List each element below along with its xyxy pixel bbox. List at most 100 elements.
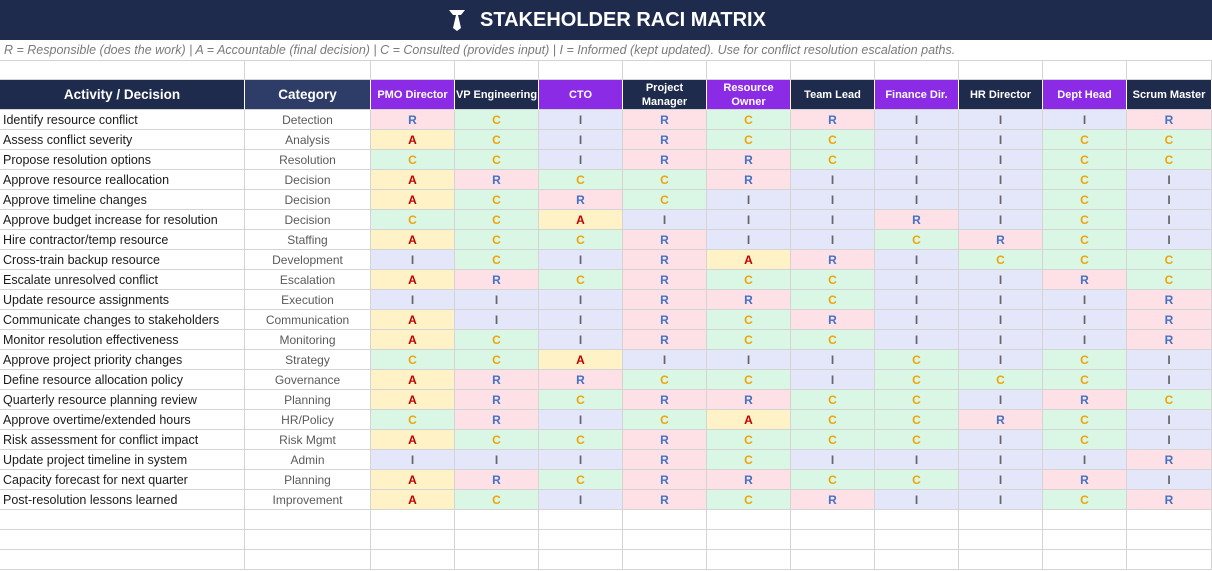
raci-cell: C (455, 350, 539, 370)
activity: Post-resolution lessons learned (0, 490, 245, 510)
raci-cell: I (959, 490, 1043, 510)
raci-cell: C (707, 110, 791, 130)
empty-cell (623, 530, 707, 550)
raci-cell: I (1043, 290, 1127, 310)
empty-cell (707, 550, 791, 570)
raci-cell: C (1043, 370, 1127, 390)
raci-cell: C (539, 470, 623, 490)
raci-cell: I (1043, 330, 1127, 350)
raci-cell: C (791, 150, 875, 170)
empty-cell (707, 60, 791, 80)
raci-cell: C (371, 150, 455, 170)
raci-cell: C (707, 370, 791, 390)
raci-cell: C (791, 290, 875, 310)
raci-cell: C (623, 370, 707, 390)
raci-cell: A (539, 350, 623, 370)
empty-cell (455, 60, 539, 80)
column-header: PMO Director (371, 80, 455, 110)
activity: Quarterly resource planning review (0, 390, 245, 410)
raci-cell: I (539, 330, 623, 350)
empty-cell (623, 60, 707, 80)
raci-cell: I (959, 110, 1043, 130)
raci-cell: I (959, 170, 1043, 190)
raci-cell: A (371, 370, 455, 390)
tie-icon (449, 10, 466, 31)
raci-cell: C (455, 230, 539, 250)
raci-cell: A (371, 270, 455, 290)
activity: Approve overtime/extended hours (0, 410, 245, 430)
column-header: Project Manager (623, 80, 707, 110)
activity: Capacity forecast for next quarter (0, 470, 245, 490)
activity: Propose resolution options (0, 150, 245, 170)
raci-cell: C (1043, 190, 1127, 210)
raci-cell: C (707, 430, 791, 450)
raci-cell: I (791, 350, 875, 370)
raci-cell: R (707, 290, 791, 310)
raci-cell: A (371, 130, 455, 150)
empty-cell (539, 60, 623, 80)
raci-cell: A (371, 470, 455, 490)
raci-cell: C (875, 350, 959, 370)
raci-cell: R (707, 170, 791, 190)
empty-cell (623, 550, 707, 570)
raci-cell: I (875, 490, 959, 510)
raci-cell: R (1043, 270, 1127, 290)
raci-cell: C (455, 330, 539, 350)
raci-cell: R (539, 370, 623, 390)
empty-cell (455, 550, 539, 570)
raci-cell: I (959, 130, 1043, 150)
raci-cell: R (623, 470, 707, 490)
raci-cell: A (371, 490, 455, 510)
activity: Identify resource conflict (0, 110, 245, 130)
title: STAKEHOLDER RACI MATRIX (480, 8, 766, 31)
raci-cell: I (875, 130, 959, 150)
column-header: HR Director (959, 80, 1043, 110)
raci-cell: I (539, 110, 623, 130)
raci-cell: C (455, 430, 539, 450)
raci-cell: I (1127, 230, 1212, 250)
category: Admin (245, 450, 371, 470)
raci-cell: C (623, 190, 707, 210)
empty-cell (245, 60, 371, 80)
category: Improvement (245, 490, 371, 510)
raci-cell: R (791, 490, 875, 510)
category: Monitoring (245, 330, 371, 350)
raci-cell: R (455, 370, 539, 390)
raci-cell: R (623, 330, 707, 350)
raci-cell: C (791, 410, 875, 430)
raci-cell: C (539, 230, 623, 250)
empty-cell (875, 530, 959, 550)
raci-cell: R (623, 270, 707, 290)
raci-cell: I (455, 310, 539, 330)
raci-cell: C (1127, 130, 1212, 150)
raci-cell: I (959, 150, 1043, 170)
empty-cell (959, 510, 1043, 530)
column-header: Team Lead (791, 80, 875, 110)
raci-cell: C (371, 410, 455, 430)
raci-cell: I (455, 450, 539, 470)
raci-cell: I (875, 290, 959, 310)
raci-cell: I (1127, 190, 1212, 210)
raci-cell: C (455, 110, 539, 130)
raci-cell: R (1043, 390, 1127, 410)
raci-cell: R (707, 390, 791, 410)
column-header: VP Engineering (455, 80, 539, 110)
raci-cell: R (455, 470, 539, 490)
raci-cell: I (791, 230, 875, 250)
column-header: Finance Dir. (875, 80, 959, 110)
raci-cell: I (371, 450, 455, 470)
raci-cell: C (539, 170, 623, 190)
raci-cell: R (959, 410, 1043, 430)
raci-cell: C (1043, 430, 1127, 450)
raci-cell: I (791, 210, 875, 230)
raci-cell: C (539, 390, 623, 410)
empty-cell (1043, 510, 1127, 530)
raci-cell: I (623, 210, 707, 230)
empty-cell (875, 60, 959, 80)
empty-cell (0, 530, 245, 550)
category: Development (245, 250, 371, 270)
raci-cell: I (539, 250, 623, 270)
raci-cell: I (707, 230, 791, 250)
raci-cell: I (959, 430, 1043, 450)
empty-cell (371, 510, 455, 530)
